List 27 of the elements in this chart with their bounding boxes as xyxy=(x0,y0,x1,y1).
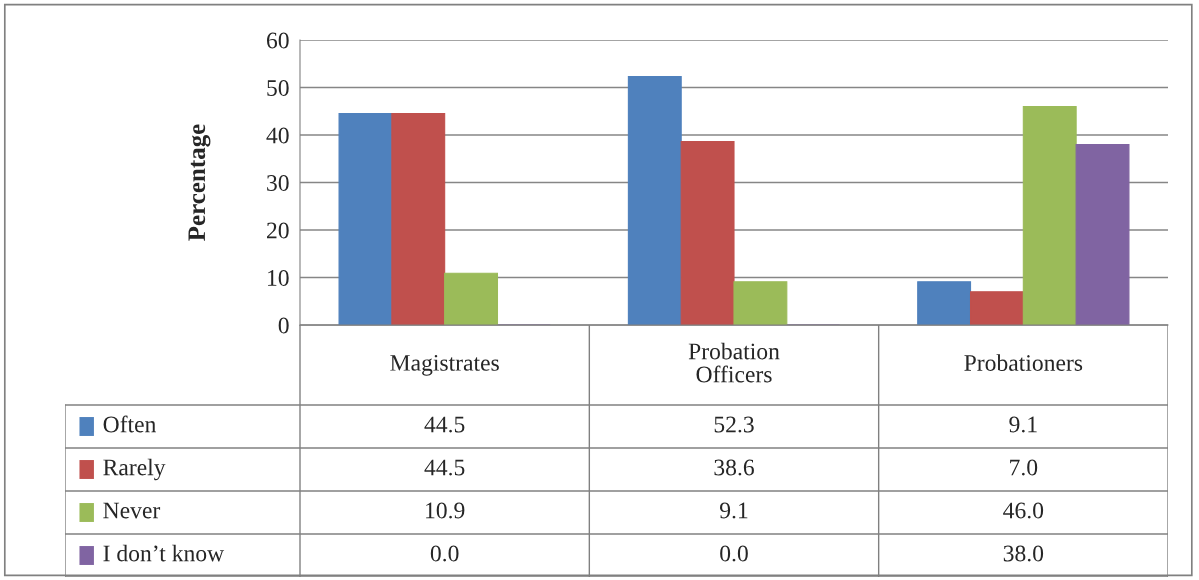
data-label: 52.3 xyxy=(714,416,754,433)
data-label: 7.0 xyxy=(1010,459,1038,476)
data-label: 44.5 xyxy=(424,459,465,476)
x-tick-label: Probationers xyxy=(964,354,1083,371)
legend-label: Often xyxy=(103,415,157,433)
legend-label: Never xyxy=(103,502,161,519)
y-tick-label: 10 xyxy=(268,269,289,286)
y-axis-title: Percentage xyxy=(188,124,211,241)
y-tick-label: 20 xyxy=(267,222,289,239)
y-tick-label: 30 xyxy=(267,174,289,191)
data-label: 10.9 xyxy=(426,502,465,519)
y-tick-label: 50 xyxy=(267,79,289,96)
data-label: 38.6 xyxy=(714,459,754,476)
y-tick-label: 40 xyxy=(266,127,289,144)
data-label: 0.0 xyxy=(720,545,748,562)
data-label: 0.0 xyxy=(430,545,459,562)
legend-label: I don’t know xyxy=(103,544,225,562)
x-tick-label: Probation Officers xyxy=(688,342,780,383)
y-tick-label: 0 xyxy=(278,317,289,334)
data-label: 9.1 xyxy=(720,502,748,519)
data-label: 44.5 xyxy=(424,416,465,433)
data-label: 9.1 xyxy=(1009,416,1037,433)
y-tick-label: 60 xyxy=(266,32,289,49)
x-tick-label: Magistrates xyxy=(390,354,499,376)
data-label: 38.0 xyxy=(1003,545,1044,562)
legend-label: Rarely xyxy=(103,458,166,481)
data-label: 46.0 xyxy=(1003,502,1044,519)
